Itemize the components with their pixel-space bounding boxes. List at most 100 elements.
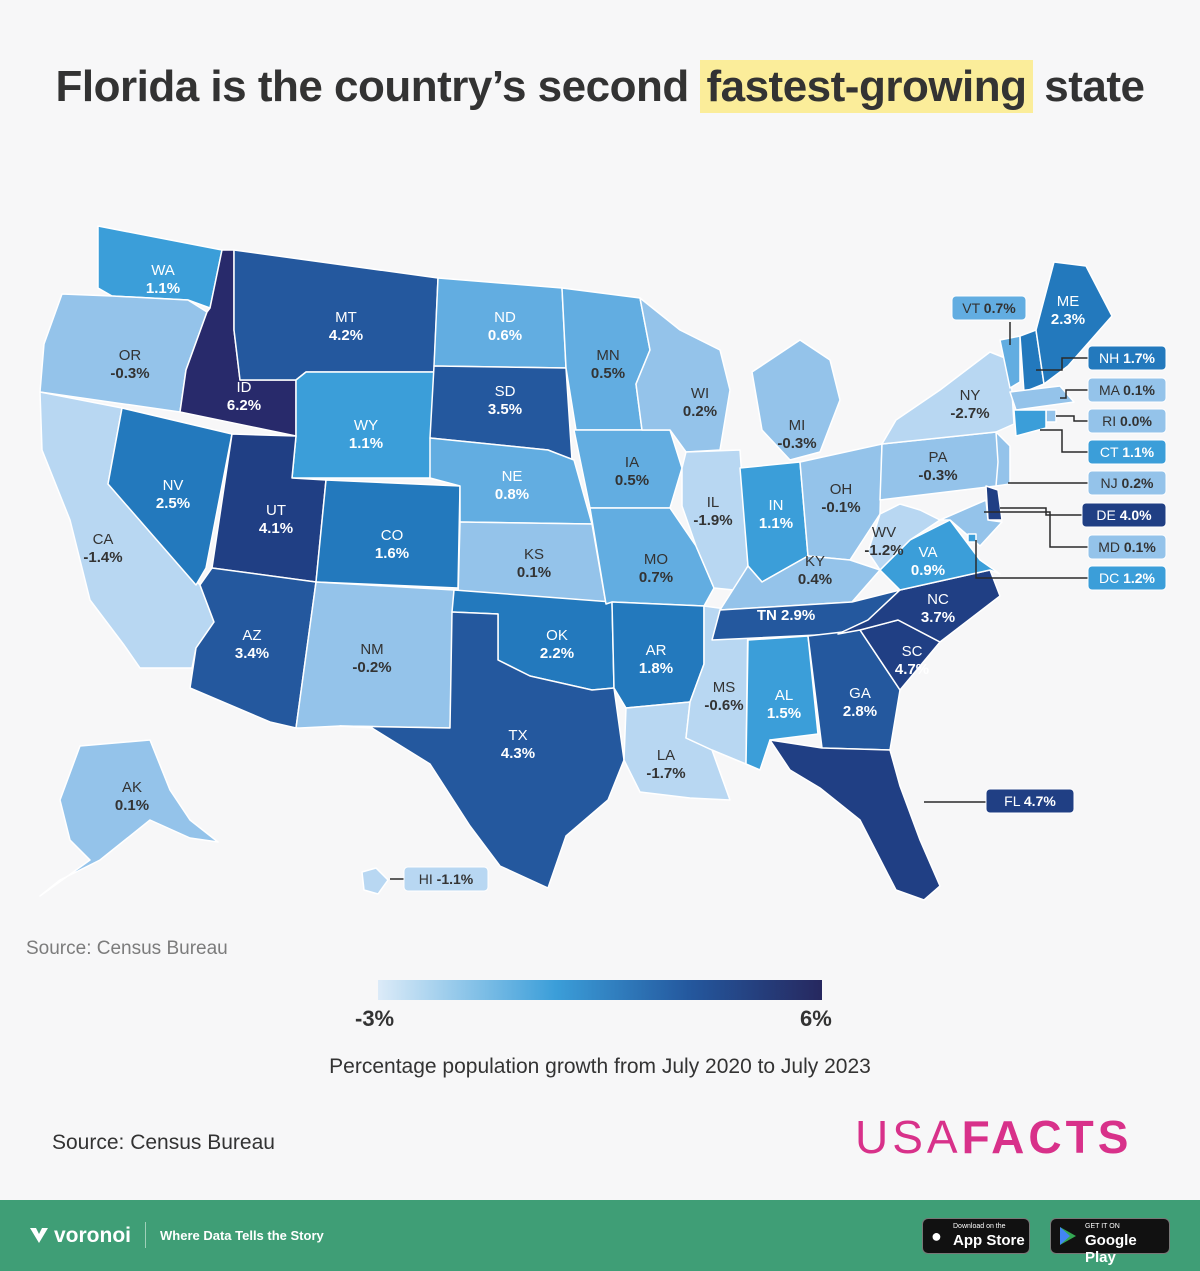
state-label-nc: NC: [927, 591, 949, 608]
app-store-button[interactable]: ● Download on the App Store: [922, 1218, 1030, 1254]
state-label-va: VA: [919, 544, 938, 561]
legend-gradient-bar: [378, 980, 822, 1000]
logo-usa: USA: [855, 1111, 962, 1163]
state-value-mt: 4.2%: [329, 327, 363, 344]
state-label-sc: SC: [902, 643, 923, 660]
state-value-nd: 0.6%: [488, 327, 522, 344]
leader-line-md: [984, 511, 1088, 548]
state-label-nv: NV: [163, 477, 184, 494]
google-play-small-text: GET IT ON: [1085, 1223, 1120, 1230]
leader-line-nh: [1036, 357, 1088, 371]
title-highlight: fastest-growing: [700, 60, 1033, 113]
callout-label-ct: CT 1.1%: [1100, 444, 1155, 460]
state-label-ca: CA: [93, 531, 114, 548]
state-vt: [999, 335, 1021, 389]
state-mo: [589, 507, 715, 607]
state-value-wy: 1.1%: [349, 435, 383, 452]
state-label-ne: NE: [502, 468, 523, 485]
legend-min-label: -3%: [355, 1006, 395, 1031]
logo-facts: FACTS: [961, 1111, 1133, 1163]
state-value-oh: -0.1%: [821, 499, 860, 516]
leader-line-ri: [1056, 415, 1088, 422]
state-label-ks: KS: [524, 546, 544, 563]
state-label-ga: GA: [849, 685, 871, 702]
state-de: [985, 485, 1003, 521]
state-va: [879, 519, 1001, 591]
state-value-nv: 2.5%: [156, 495, 190, 512]
state-value-wv: -1.2%: [864, 542, 903, 559]
state-value-il: -1.9%: [693, 512, 732, 529]
state-value-az: 3.4%: [235, 645, 269, 662]
callout-label-vt: VT 0.7%: [962, 300, 1016, 316]
state-ma: [1009, 385, 1075, 411]
source-note-top: Source: Census Bureau: [26, 938, 228, 959]
legend-title: Percentage population growth from July 2…: [329, 1055, 871, 1078]
callout-label-nh: NH 1.7%: [1099, 350, 1156, 366]
leader-line-ct: [1040, 429, 1088, 453]
callout-box-ri: [1087, 408, 1167, 434]
state-label-sd: SD: [495, 383, 516, 400]
state-label-wv: WV: [872, 524, 896, 541]
state-value-wi: 0.2%: [683, 403, 717, 420]
state-ct: [1013, 409, 1047, 437]
callout-label-ri: RI 0.0%: [1102, 413, 1152, 429]
callout-box-ct: [1087, 439, 1167, 465]
callout-box-dc: [1087, 565, 1167, 591]
state-value-mn: 0.5%: [591, 365, 625, 382]
app-store-small-text: Download on the: [953, 1223, 1006, 1230]
callout-label-de: DE 4.0%: [1096, 507, 1152, 523]
state-value-me: 2.3%: [1051, 311, 1085, 328]
state-hi: [361, 867, 389, 895]
state-label-nd: ND: [494, 309, 516, 326]
page-title: Florida is the country’s second fastest-…: [0, 60, 1200, 113]
voronoi-brand[interactable]: voronoi: [28, 1224, 131, 1248]
state-ak: [39, 739, 219, 897]
state-value-wa: 1.1%: [146, 280, 180, 297]
voronoi-logo-icon: [30, 1228, 48, 1243]
callout-box-md: [1087, 534, 1167, 560]
state-shapes: [39, 225, 1113, 901]
title-text: Florida is the country’s second: [55, 62, 701, 111]
state-label-mi: MI: [789, 417, 806, 434]
state-wi: [635, 297, 731, 453]
callout-label-fl: FL 4.7%: [1004, 793, 1056, 809]
state-label-ms: MS: [713, 679, 736, 696]
state-value-nc: 3.7%: [921, 609, 955, 626]
app-store-label: App Store: [953, 1232, 1025, 1249]
callout-box-fl: [985, 788, 1075, 814]
state-value-ca: -1.4%: [83, 549, 122, 566]
state-label-ia: IA: [625, 454, 639, 471]
callout-label-ma: MA 0.1%: [1099, 382, 1156, 398]
title-text-end: state: [1032, 62, 1145, 111]
state-label-mo: MO: [644, 551, 668, 568]
callout-label-md: MD 0.1%: [1098, 539, 1156, 555]
state-label-tn: TN 2.9%: [757, 607, 815, 624]
state-value-ny: -2.7%: [950, 405, 989, 422]
state-label-ak: AK: [122, 779, 142, 796]
state-value-ms: -0.6%: [704, 697, 743, 714]
state-value-id: 6.2%: [227, 397, 261, 414]
google-play-button[interactable]: GET IT ON Google Play: [1050, 1218, 1170, 1266]
state-label-il: IL: [707, 494, 720, 511]
legend-max-label: 6%: [800, 1006, 832, 1031]
callout-box-hi: [403, 866, 489, 892]
state-me: [1035, 261, 1113, 385]
state-value-mi: -0.3%: [777, 435, 816, 452]
state-label-or: OR: [119, 347, 142, 364]
state-label-ny: NY: [960, 387, 981, 404]
state-label-in: IN: [769, 497, 784, 514]
footer-tagline: Where Data Tells the Story: [160, 1228, 324, 1243]
state-value-tx: 4.3%: [501, 745, 535, 762]
state-value-ar: 1.8%: [639, 660, 673, 677]
callout-box-ma: [1087, 377, 1167, 403]
state-label-mn: MN: [596, 347, 619, 364]
state-tx: [339, 611, 625, 889]
state-label-tx: TX: [508, 727, 527, 744]
state-value-or: -0.3%: [110, 365, 149, 382]
callout-box-nh: [1087, 345, 1167, 371]
state-value-ga: 2.8%: [843, 703, 877, 720]
state-value-ne: 0.8%: [495, 486, 529, 503]
state-value-ia: 0.5%: [615, 472, 649, 489]
brand-name: voronoi: [54, 1224, 131, 1247]
state-label-ut: UT: [266, 502, 286, 519]
